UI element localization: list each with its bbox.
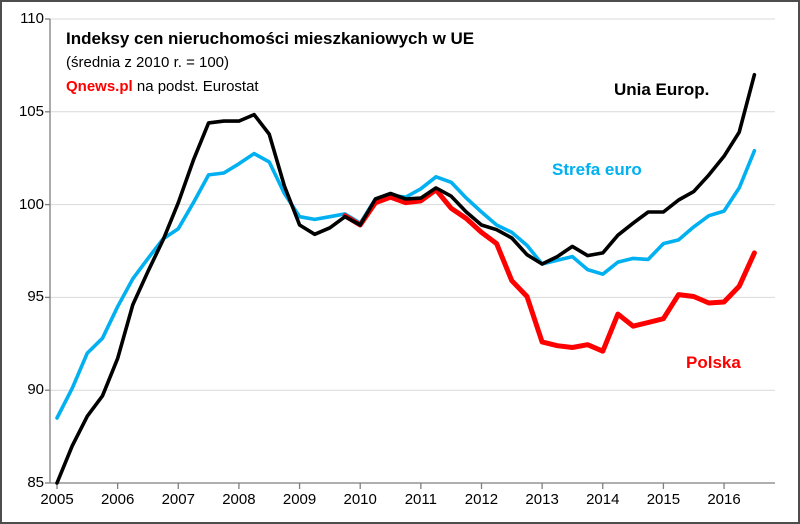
x-axis-tick-label-2008: 2008 <box>222 491 256 508</box>
x-axis-tick-label-2010: 2010 <box>343 491 377 508</box>
x-axis-tick-label-2013: 2013 <box>525 491 559 508</box>
y-axis-tick-label-110: 110 <box>20 10 44 27</box>
y-axis-tick-label-105: 105 <box>18 102 44 120</box>
series-line-strefa-euro <box>55 149 757 420</box>
brand-text: Qnews.pl <box>66 78 133 95</box>
chart-subtitle: (średnia z 2010 r. = 100) <box>66 54 230 71</box>
y-axis-tick-label-95: 95 <box>27 288 44 306</box>
x-axis-tick-label-2005: 2005 <box>40 491 74 508</box>
series-label-strefa-euro: Strefa euro <box>552 160 642 179</box>
x-axis-tick-label-2015: 2015 <box>646 491 681 508</box>
series-line-polska <box>342 187 757 354</box>
y-axis-tick-label-85: 85 <box>27 474 44 491</box>
x-axis-tick-label-2014: 2014 <box>586 491 620 508</box>
y-axis-tick-label-100: 100 <box>18 195 44 213</box>
chart-source: Qnews.pl na podst. Eurostat <box>66 78 259 95</box>
x-axis-tick-label-2011: 2011 <box>404 491 437 508</box>
y-axis-tick-label-90: 90 <box>27 381 44 399</box>
x-axis-tick-label-2009: 2009 <box>282 491 317 508</box>
source-text: na podst. Eurostat <box>132 78 259 95</box>
x-axis-tick-label-2012: 2012 <box>464 491 499 508</box>
x-axis-tick-label-2006: 2006 <box>100 491 135 508</box>
series-label-unia-europ: Unia Europ. <box>614 80 710 99</box>
x-axis-tick-label-2016: 2016 <box>707 491 741 508</box>
series-line-unia-europ <box>55 72 757 485</box>
x-axis-tick-label-2007: 2007 <box>161 491 195 508</box>
series-label-polska: Polska <box>686 353 741 372</box>
chart-title: Indeksy cen nieruchomości mieszkaniowych… <box>66 29 475 48</box>
